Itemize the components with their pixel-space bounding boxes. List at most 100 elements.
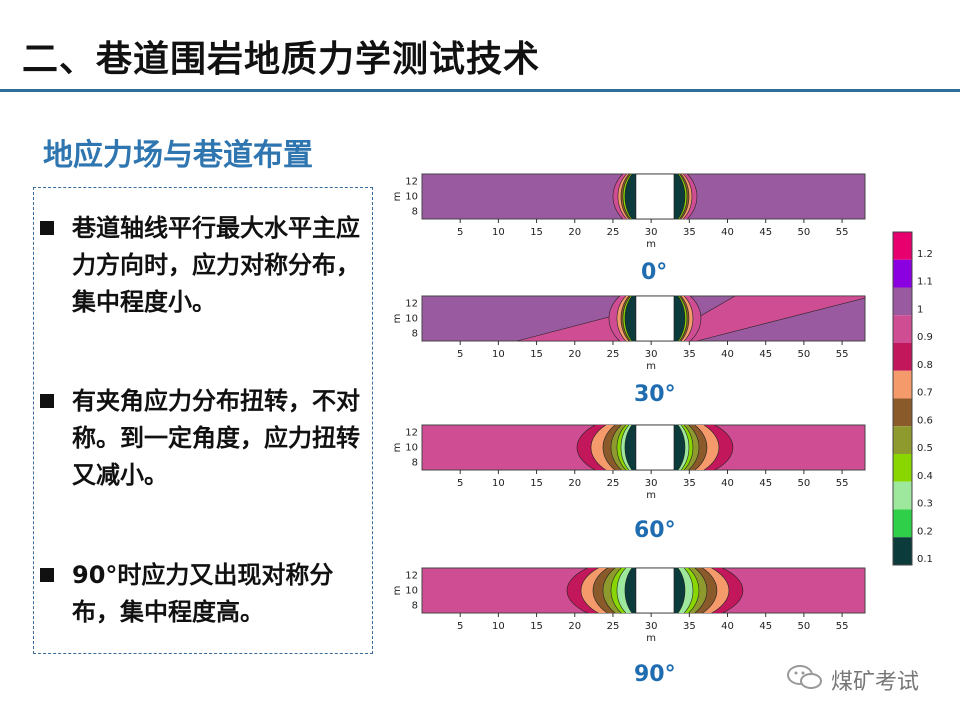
x-tick-label: 55: [836, 349, 849, 360]
x-tick-label: 50: [798, 349, 811, 360]
angle-label: 60°: [634, 518, 676, 543]
x-tick-label: 20: [568, 227, 581, 238]
colorbar-label: 1.1: [917, 277, 933, 288]
y-tick-label: 10: [405, 314, 418, 325]
colorbar-swatch: [893, 232, 912, 260]
x-tick-label: 50: [798, 478, 811, 489]
x-tick-label: 35: [683, 227, 696, 238]
x-axis-label: m: [646, 361, 656, 372]
x-axis-label: m: [646, 490, 656, 501]
x-tick-label: 35: [683, 621, 696, 632]
page-title: 二、巷道围岩地质力学测试技术: [22, 39, 541, 80]
x-tick-label: 20: [568, 621, 581, 632]
x-tick-label: 55: [836, 227, 849, 238]
y-tick-label: 12: [405, 299, 418, 310]
colorbar-label: 0.3: [917, 499, 933, 510]
bullet-text: 有夹角应力分布扭转，不对称。到一定角度，应力扭转又减小。: [72, 387, 360, 489]
x-tick-label: 15: [530, 227, 543, 238]
x-tick-label: 45: [759, 349, 772, 360]
x-tick-label: 20: [568, 478, 581, 489]
y-tick-label: 8: [412, 207, 418, 218]
x-tick-label: 30: [645, 621, 658, 632]
y-tick-label: 10: [405, 586, 418, 597]
x-tick-label: 40: [721, 478, 734, 489]
x-tick-label: 20: [568, 349, 581, 360]
y-tick-label: 12: [405, 177, 418, 188]
wechat-icon: [787, 665, 822, 689]
colorbar-label: 0.1: [917, 554, 933, 565]
colorbar-swatch: [893, 537, 912, 565]
roadway-opening: [635, 424, 675, 471]
colorbar-swatch: [893, 370, 912, 399]
colorbar-swatch: [893, 287, 912, 316]
colorbar-swatch: [893, 315, 912, 343]
x-tick-label: 30: [645, 227, 658, 238]
roadway-opening: [635, 295, 675, 342]
x-tick-label: 35: [683, 478, 696, 489]
colorbar-label: 0.6: [917, 415, 933, 426]
y-tick-label: 12: [405, 428, 418, 439]
x-tick-label: 40: [721, 621, 734, 632]
x-tick-label: 5: [457, 621, 463, 632]
x-tick-label: 30: [645, 349, 658, 360]
x-tick-label: 55: [836, 621, 849, 632]
x-tick-label: 40: [721, 349, 734, 360]
x-tick-label: 45: [759, 227, 772, 238]
x-tick-label: 5: [457, 478, 463, 489]
bullet-box: [33, 187, 373, 654]
x-tick-label: 45: [759, 621, 772, 632]
colorbar-swatch: [893, 481, 912, 510]
x-tick-label: 50: [798, 227, 811, 238]
colorbar-swatch: [893, 509, 912, 538]
x-tick-label: 25: [607, 349, 620, 360]
y-tick-label: 10: [405, 192, 418, 203]
x-tick-label: 10: [492, 478, 505, 489]
y-tick-label: 8: [412, 458, 418, 469]
angle-label: 90°: [634, 662, 676, 687]
colorbar-swatch: [893, 343, 912, 371]
colorbar-label: 0.2: [917, 526, 933, 537]
watermark: 煤矿考试: [785, 662, 935, 695]
colorbar-frame: [892, 231, 913, 566]
y-tick-label: 8: [412, 601, 418, 612]
section-subtitle: 地应力场与巷道布置: [43, 138, 313, 173]
x-tick-label: 35: [683, 349, 696, 360]
x-tick-label: 15: [530, 621, 543, 632]
y-axis-label: m: [392, 314, 403, 324]
angle-label: 30°: [634, 382, 676, 407]
colorbar-label: 0.8: [917, 360, 933, 371]
x-tick-label: 55: [836, 478, 849, 489]
title-divider: [0, 89, 960, 92]
x-tick-label: 40: [721, 227, 734, 238]
x-tick-label: 10: [492, 621, 505, 632]
x-tick-label: 30: [645, 478, 658, 489]
colorbar-swatch: [893, 259, 912, 288]
colorbar-label: 0.9: [917, 332, 933, 343]
colorbar-swatch: [893, 398, 912, 427]
colorbar-swatch: [893, 454, 912, 482]
colorbar-label: 1: [917, 304, 923, 315]
bullet-item: 90°时应力又出现对称分布，集中程度高。: [40, 557, 370, 647]
x-tick-label: 25: [607, 621, 620, 632]
y-axis-label: m: [392, 443, 403, 453]
x-axis-label: m: [646, 239, 656, 250]
square-bullet-icon: [40, 568, 54, 582]
bullet-item: 巷道轴线平行最大水平主应力方向时，应力对称分布，集中程度小。: [40, 210, 370, 360]
colorbar-swatch: [893, 426, 912, 454]
y-tick-label: 12: [405, 571, 418, 582]
bullet-item: 有夹角应力分布扭转，不对称。到一定角度，应力扭转又减小。: [40, 383, 370, 533]
x-tick-label: 10: [492, 349, 505, 360]
square-bullet-icon: [40, 221, 54, 235]
x-tick-label: 50: [798, 621, 811, 632]
colorbar-label: 0.4: [917, 471, 933, 482]
bullet-text: 巷道轴线平行最大水平主应力方向时，应力对称分布，集中程度小。: [72, 214, 360, 316]
colorbar-label: 1.2: [917, 249, 933, 260]
y-axis-label: m: [392, 192, 403, 202]
x-tick-label: 45: [759, 478, 772, 489]
square-bullet-icon: [40, 394, 54, 408]
y-axis-label: m: [392, 586, 403, 596]
